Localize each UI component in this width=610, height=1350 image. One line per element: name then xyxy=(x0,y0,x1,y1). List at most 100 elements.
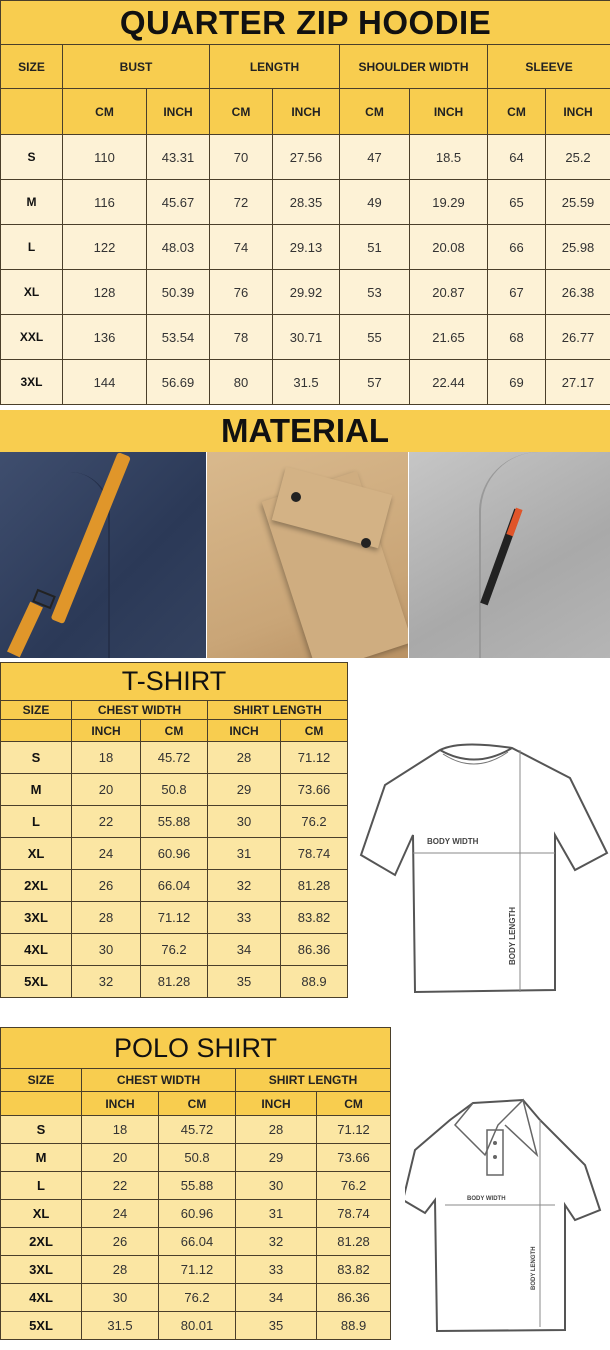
unit-header: INCH xyxy=(544,88,610,135)
value-cell: 86.36 xyxy=(315,1283,392,1312)
header-blank xyxy=(0,88,63,135)
table-title: T-SHIRT xyxy=(0,662,349,701)
photo-navy-fabric xyxy=(0,452,206,658)
value-cell: 25.59 xyxy=(544,179,610,225)
value-cell: 34 xyxy=(235,1283,317,1312)
table-row: 4XL 30 76.2 34 86.36 xyxy=(0,933,349,966)
body-length-label: BODY LENGTH xyxy=(508,907,517,965)
table-row: S 110 43.31 70 27.56 47 18.5 64 25.2 xyxy=(0,134,610,180)
value-cell: 29.13 xyxy=(272,224,340,270)
value-cell: 66 xyxy=(487,224,546,270)
unit-header: CM xyxy=(339,88,410,135)
column-header: LENGTH xyxy=(209,44,340,89)
unit-header: CM xyxy=(158,1091,236,1116)
tshirt-size-table: T-SHIRT SIZE CHEST WIDTH SHIRT LENGTH INCH CM… xyxy=(0,662,349,998)
unit-header: INCH xyxy=(81,1091,159,1116)
value-cell: 32 xyxy=(71,965,141,998)
value-cell: 70 xyxy=(209,134,273,180)
value-cell: 18 xyxy=(81,1115,159,1144)
unit-header: CM xyxy=(315,1091,392,1116)
value-cell: 27.17 xyxy=(544,359,610,405)
value-cell: 116 xyxy=(62,179,147,225)
unit-header: CM xyxy=(487,88,546,135)
value-cell: 29 xyxy=(207,773,281,806)
unit-header: INCH xyxy=(207,719,281,742)
table-row: 3XL 28 71.12 33 83.82 xyxy=(0,1255,392,1284)
value-cell: 80 xyxy=(209,359,273,405)
value-cell: 66.04 xyxy=(158,1227,236,1256)
value-cell: 31 xyxy=(235,1199,317,1228)
value-cell: 80.01 xyxy=(158,1311,236,1340)
value-cell: 32 xyxy=(207,869,281,902)
value-cell: 86.36 xyxy=(279,933,349,966)
column-header: CHEST WIDTH xyxy=(81,1068,236,1092)
value-cell: 27.56 xyxy=(272,134,340,180)
table-row: L 122 48.03 74 29.13 51 20.08 66 25.98 xyxy=(0,224,610,270)
value-cell: 30 xyxy=(207,805,281,838)
value-cell: 22 xyxy=(81,1171,159,1200)
value-cell: 28 xyxy=(81,1255,159,1284)
unit-header: CM xyxy=(140,719,208,742)
value-cell: 49 xyxy=(339,179,410,225)
size-cell: 5XL xyxy=(0,1311,82,1340)
header-blank xyxy=(0,719,72,742)
value-cell: 22 xyxy=(71,805,141,838)
table-row: M 20 50.8 29 73.66 xyxy=(0,1143,392,1172)
value-cell: 18 xyxy=(71,741,141,774)
value-cell: 33 xyxy=(207,901,281,934)
table-row: XXL 136 53.54 78 30.71 55 21.65 68 26.77 xyxy=(0,314,610,360)
value-cell: 83.82 xyxy=(315,1255,392,1284)
size-cell: XXL xyxy=(0,314,63,360)
value-cell: 56.69 xyxy=(146,359,210,405)
value-cell: 19.29 xyxy=(409,179,488,225)
table-row: 3XL 144 56.69 80 31.5 57 22.44 69 27.17 xyxy=(0,359,610,405)
value-cell: 35 xyxy=(235,1311,317,1340)
value-cell: 47 xyxy=(339,134,410,180)
value-cell: 43.31 xyxy=(146,134,210,180)
size-cell: 3XL xyxy=(0,1255,82,1284)
value-cell: 68 xyxy=(487,314,546,360)
size-cell: S xyxy=(0,134,63,180)
unit-header: CM xyxy=(209,88,273,135)
material-banner: MATERIAL xyxy=(0,410,610,452)
value-cell: 26 xyxy=(71,869,141,902)
tshirt-outline xyxy=(359,743,609,994)
table-row: 2XL 26 66.04 32 81.28 xyxy=(0,1227,392,1256)
polo-measurement-diagram: BODY WIDTH BODY LENGTH xyxy=(405,1098,602,1333)
value-cell: 20.87 xyxy=(409,269,488,315)
size-cell: 3XL xyxy=(0,901,72,934)
value-cell: 76.2 xyxy=(279,805,349,838)
value-cell: 83.82 xyxy=(279,901,349,934)
value-cell: 60.96 xyxy=(140,837,208,870)
column-header: SHIRT LENGTH xyxy=(206,700,349,720)
value-cell: 69 xyxy=(487,359,546,405)
value-cell: 24 xyxy=(81,1199,159,1228)
value-cell: 22.44 xyxy=(409,359,488,405)
polo-outline xyxy=(405,1098,602,1333)
size-cell: 4XL xyxy=(0,933,72,966)
size-cell: 5XL xyxy=(0,965,72,998)
unit-header: INCH xyxy=(235,1091,317,1116)
column-header: SHOULDER WIDTH xyxy=(339,44,488,89)
size-cell: S xyxy=(0,1115,82,1144)
value-cell: 20 xyxy=(71,773,141,806)
value-cell: 30.71 xyxy=(272,314,340,360)
size-cell: L xyxy=(0,1171,82,1200)
value-cell: 122 xyxy=(62,224,147,270)
value-cell: 25.2 xyxy=(544,134,610,180)
value-cell: 26 xyxy=(81,1227,159,1256)
value-cell: 55.88 xyxy=(140,805,208,838)
value-cell: 51 xyxy=(339,224,410,270)
table-title: QUARTER ZIP HOODIE xyxy=(0,0,610,45)
value-cell: 78 xyxy=(209,314,273,360)
table-row: XL 24 60.96 31 78.74 xyxy=(0,837,349,870)
unit-header: CM xyxy=(279,719,349,742)
value-cell: 28 xyxy=(235,1115,317,1144)
column-header: CHEST WIDTH xyxy=(71,700,208,720)
column-header: BUST xyxy=(62,44,210,89)
tshirt-measurement-diagram: BODY WIDTH BODY LENGTH xyxy=(359,743,609,994)
size-cell: M xyxy=(0,179,63,225)
column-header: SHIRT LENGTH xyxy=(234,1068,392,1092)
value-cell: 20 xyxy=(81,1143,159,1172)
hoodie-size-table: QUARTER ZIP HOODIE SIZE BUST LENGTH SHOULDER… xyxy=(0,0,610,405)
